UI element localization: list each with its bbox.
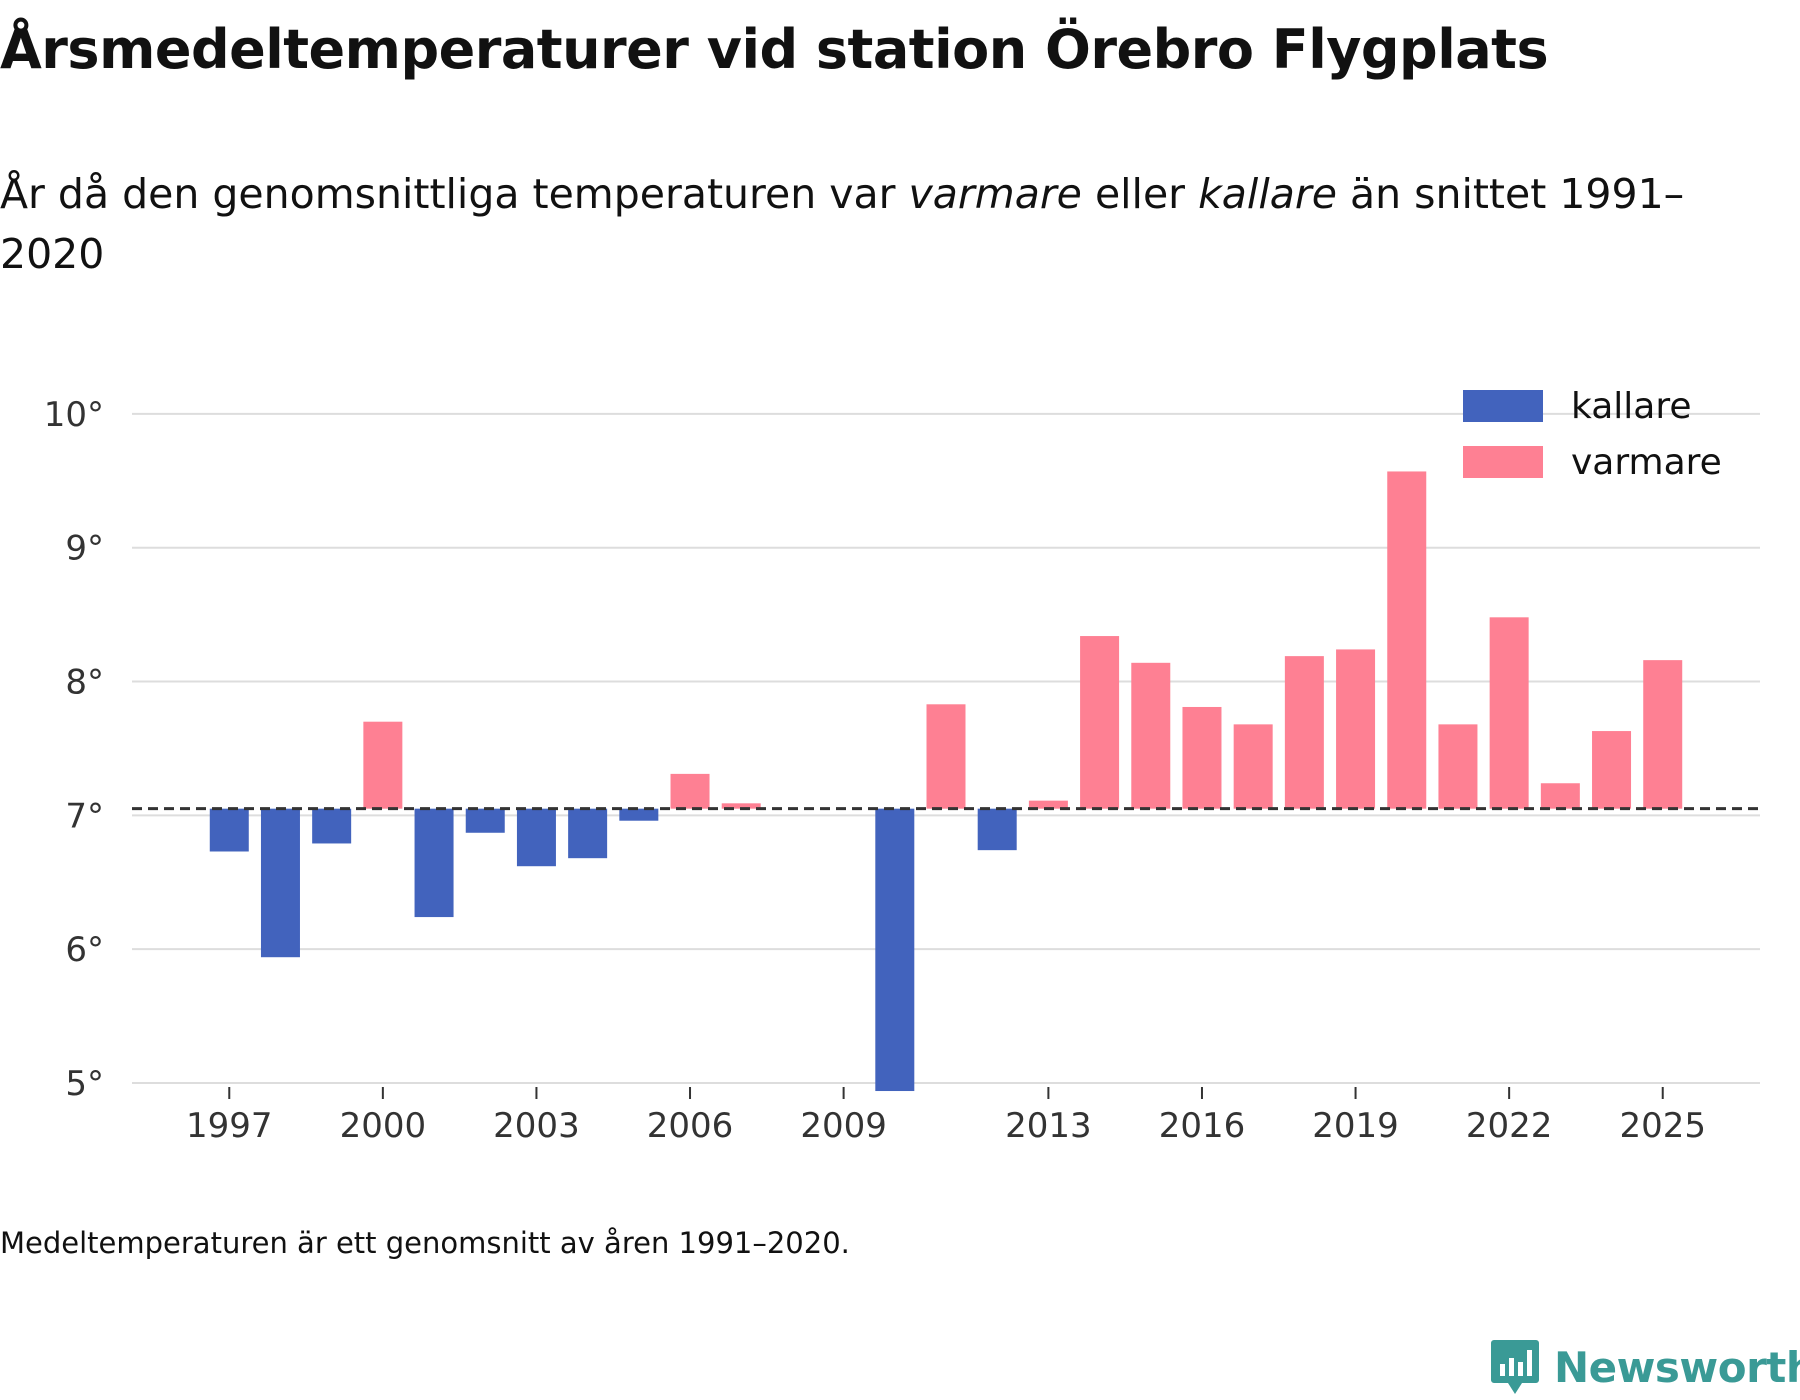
bar-2021	[1438, 724, 1478, 809]
bar-2023	[1540, 783, 1580, 809]
y-tick-label: 6°	[65, 930, 104, 970]
y-tick-label: 8°	[65, 663, 104, 703]
y-tick-label: 7°	[65, 796, 104, 836]
x-tick-label: 1997	[186, 1106, 273, 1146]
brand-name: Newsworthy	[1554, 1342, 1800, 1392]
bar-2016	[1182, 706, 1222, 809]
bar-chart: 5° 6° 7° 8° 9° 10° 1997 2000 2003 2006 2009 2013 20…	[44, 386, 1760, 1146]
bar-2022	[1489, 617, 1529, 809]
x-tick-label: 2006	[647, 1106, 734, 1146]
bar-1998	[260, 808, 300, 958]
subtitle-part2: eller	[1081, 170, 1199, 218]
bar-2011	[926, 704, 966, 809]
x-tick-label: 2016	[1159, 1106, 1246, 1146]
bar-2006	[670, 773, 710, 809]
legend-swatch-kallare	[1463, 390, 1543, 422]
bar-2013	[1028, 800, 1068, 809]
bar-2007	[721, 803, 761, 809]
subtitle-part3: än snittet 1991–2020	[0, 170, 1685, 278]
x-tick-label: 2022	[1466, 1106, 1553, 1146]
legend-swatch-varmare	[1463, 446, 1543, 478]
newsworthy-logo-icon	[1491, 1340, 1539, 1394]
chart-subtitle: År då den genomsnittliga temperaturen va…	[0, 164, 1700, 284]
bar-2018	[1284, 656, 1324, 809]
footnote: Medeltemperaturen är ett genomsnitt av å…	[0, 1226, 850, 1260]
y-axis-labels: 5° 6° 7° 8° 9° 10°	[44, 395, 104, 1104]
bar-2002	[465, 808, 505, 833]
bar-2001	[414, 808, 454, 918]
x-tick-label: 2003	[493, 1106, 580, 1146]
chart-title: Årsmedeltemperaturer vid station Örebro …	[0, 18, 1549, 81]
bar-2025	[1643, 660, 1683, 809]
bar-1999	[312, 808, 352, 844]
bar-2015	[1131, 662, 1171, 809]
y-tick-label: 9°	[65, 529, 104, 569]
legend: kallare varmare	[1463, 386, 1722, 483]
bar-2010	[875, 808, 915, 1092]
bars	[209, 471, 1683, 1092]
subtitle-cold-word: kallare	[1198, 170, 1337, 218]
x-tick-label: 2025	[1619, 1106, 1706, 1146]
bar-2003	[516, 808, 556, 867]
x-tick-label: 2019	[1312, 1106, 1399, 1146]
bar-2000	[363, 721, 403, 809]
subtitle-warm-word: varmare	[908, 170, 1082, 218]
x-tick-label: 2000	[340, 1106, 427, 1146]
legend-label-kallare: kallare	[1571, 386, 1692, 427]
bar-2024	[1592, 731, 1632, 809]
bar-2017	[1233, 724, 1273, 809]
brand-logo[interactable]: Newsworthy	[1490, 1338, 1800, 1396]
legend-label-varmare: varmare	[1571, 442, 1722, 483]
y-tick-label: 5°	[65, 1064, 104, 1104]
x-tick-label: 2009	[800, 1106, 887, 1146]
bar-2012	[977, 808, 1017, 851]
bar-2004	[568, 808, 608, 859]
bar-2014	[1080, 636, 1120, 809]
bar-2005	[619, 808, 659, 821]
subtitle-part1: År då den genomsnittliga temperaturen va…	[0, 170, 909, 218]
y-tick-label: 10°	[44, 395, 104, 435]
x-axis: 1997 2000 2003 2006 2009 2013 2016 2019 2022 2025	[186, 1087, 1706, 1146]
x-tick-label: 2013	[1005, 1106, 1092, 1146]
bar-2019	[1336, 649, 1376, 809]
bar-2020	[1387, 471, 1427, 809]
bar-1997	[209, 808, 249, 852]
